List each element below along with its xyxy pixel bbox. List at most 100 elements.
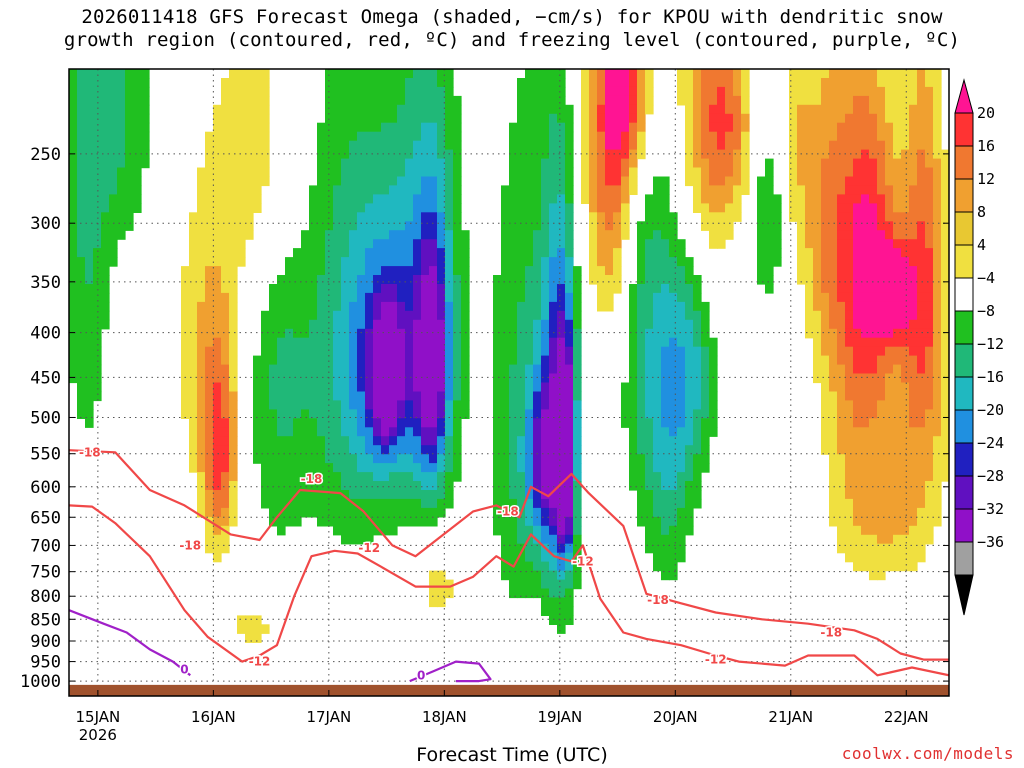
omega-cell — [333, 525, 342, 536]
omega-cell — [309, 391, 318, 402]
omega-cell — [501, 310, 510, 321]
omega-cell — [365, 454, 374, 464]
omega-cell — [933, 167, 942, 178]
omega-cell — [933, 86, 942, 97]
omega-cell — [213, 203, 222, 213]
omega-cell — [549, 203, 558, 213]
omega-cell — [837, 337, 846, 348]
omega-cell — [285, 481, 294, 491]
omega-cell — [925, 203, 934, 213]
omega-cell — [333, 454, 342, 464]
omega-cell — [877, 409, 886, 419]
omega-cell — [69, 275, 78, 285]
omega-cell — [885, 292, 894, 303]
omega-cell — [405, 113, 414, 124]
omega-cell — [109, 78, 118, 88]
omega-cell — [445, 409, 454, 419]
omega-cell — [245, 113, 254, 124]
omega-cell — [261, 95, 270, 106]
omega-cell — [301, 239, 310, 249]
omega-cell — [789, 95, 798, 106]
omega-cell — [701, 113, 710, 124]
omega-cell — [661, 570, 670, 581]
omega-cell — [877, 570, 886, 581]
omega-cell — [677, 69, 686, 79]
omega-cell — [509, 230, 518, 240]
omega-cell — [669, 373, 678, 384]
omega-cell — [893, 481, 902, 491]
omega-cell — [733, 203, 742, 213]
omega-cell — [701, 176, 710, 187]
omega-cell — [221, 203, 230, 213]
omega-cell — [813, 275, 822, 285]
omega-cell — [813, 239, 822, 249]
omega-cell — [421, 176, 430, 187]
omega-cell — [677, 310, 686, 321]
omega-cell — [221, 328, 230, 339]
omega-cell — [941, 436, 949, 446]
omega-cell — [669, 266, 678, 276]
omega-cell — [517, 203, 526, 213]
omega-cell — [845, 104, 854, 115]
omega-cell — [429, 355, 438, 366]
omega-cell — [621, 86, 630, 97]
omega-cell — [557, 158, 566, 169]
omega-cell — [429, 284, 438, 294]
omega-cell — [901, 328, 910, 339]
omega-cell — [805, 275, 814, 285]
omega-cell — [77, 328, 86, 339]
omega-cell — [717, 95, 726, 106]
omega-cell — [381, 113, 390, 124]
omega-cell — [397, 185, 406, 195]
omega-cell — [341, 176, 350, 187]
omega-cell — [453, 248, 462, 258]
omega-cell — [277, 310, 286, 321]
omega-cell — [565, 104, 574, 115]
omega-cell — [349, 69, 358, 79]
omega-cell — [205, 328, 214, 339]
omega-cell — [357, 131, 366, 142]
omega-cell — [941, 149, 949, 160]
omega-cell — [741, 69, 750, 79]
omega-cell — [861, 113, 870, 124]
omega-cell — [221, 257, 230, 267]
omega-cell — [557, 463, 566, 473]
omega-cell — [933, 418, 942, 428]
omega-cell — [365, 310, 374, 321]
omega-cell — [205, 167, 214, 178]
omega-cell — [357, 534, 366, 545]
omega-cell — [653, 284, 662, 294]
omega-cell — [229, 113, 238, 124]
omega-cell — [461, 239, 470, 249]
contour-labels: -18-18-18-18-18-18-12-12-12-120 0 — [77, 444, 843, 684]
omega-cell — [293, 436, 302, 446]
omega-cell — [533, 516, 542, 527]
omega-cell — [301, 230, 310, 240]
omega-cell — [453, 284, 462, 294]
omega-cell — [389, 167, 398, 178]
omega-cell — [341, 525, 350, 536]
omega-cell — [669, 301, 678, 312]
omega-cell — [581, 140, 590, 151]
omega-cell — [509, 221, 518, 231]
omega-cell — [677, 355, 686, 366]
omega-cell — [893, 543, 902, 554]
omega-cell — [197, 355, 206, 366]
omega-cell — [509, 266, 518, 276]
omega-cell — [813, 158, 822, 169]
omega-cell — [293, 319, 302, 330]
omega-cell — [77, 131, 86, 142]
omega-cell — [933, 158, 942, 169]
omega-cell — [557, 310, 566, 321]
omega-cell — [533, 382, 542, 393]
omega-cell — [373, 481, 382, 491]
omega-cell — [397, 221, 406, 231]
omega-cell — [925, 158, 934, 169]
omega-cell — [925, 69, 934, 79]
omega-cell — [837, 319, 846, 330]
omega-cell — [629, 86, 638, 97]
omega-cell — [525, 382, 534, 393]
omega-cell — [821, 445, 830, 455]
omega-cell — [861, 552, 870, 563]
omega-cell — [109, 185, 118, 195]
